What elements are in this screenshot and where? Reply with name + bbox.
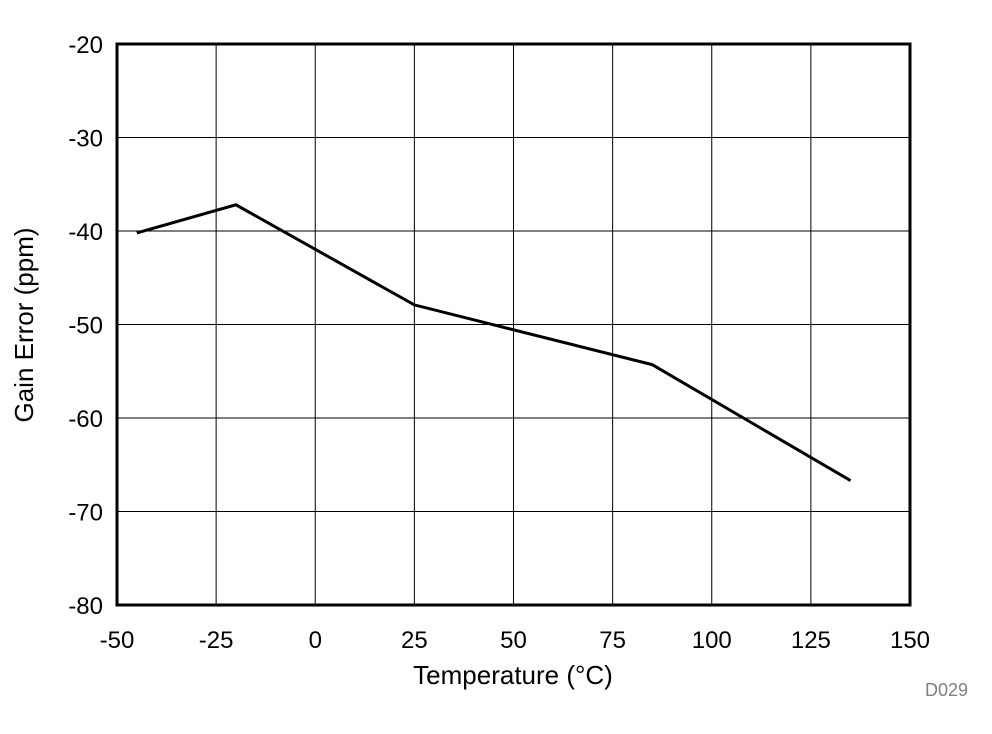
grid-lines (117, 44, 910, 605)
x-axis-title: Temperature (°C) (413, 660, 613, 690)
x-tick-label: -25 (199, 627, 234, 654)
y-tick-label: -20 (68, 32, 103, 59)
x-tick-label: -50 (100, 627, 135, 654)
figure-id-label: D029 (925, 680, 968, 700)
x-tick-labels: -50 -25 0 25 50 75 100 125 150 (100, 627, 930, 654)
x-tick-label: 50 (500, 627, 527, 654)
x-tick-label: 150 (890, 627, 930, 654)
y-tick-label: -50 (68, 313, 103, 340)
series-line (136, 203, 852, 482)
y-tick-label: -30 (68, 126, 103, 153)
x-tick-label: 125 (791, 627, 831, 654)
x-tick-label: 0 (309, 627, 322, 654)
x-tick-label: 75 (599, 627, 626, 654)
x-tick-label: 25 (401, 627, 428, 654)
y-tick-label: -60 (68, 406, 103, 433)
plot-area-frame (115, 42, 912, 607)
x-tick-label: 100 (692, 627, 732, 654)
y-tick-label: -80 (68, 593, 103, 620)
y-axis-title: Gain Error (ppm) (9, 227, 39, 422)
y-tick-label: -40 (68, 219, 103, 246)
y-tick-labels: -20 -30 -40 -50 -60 -70 -80 (68, 32, 103, 620)
y-tick-label: -70 (68, 500, 103, 527)
series-layer (136, 203, 852, 482)
